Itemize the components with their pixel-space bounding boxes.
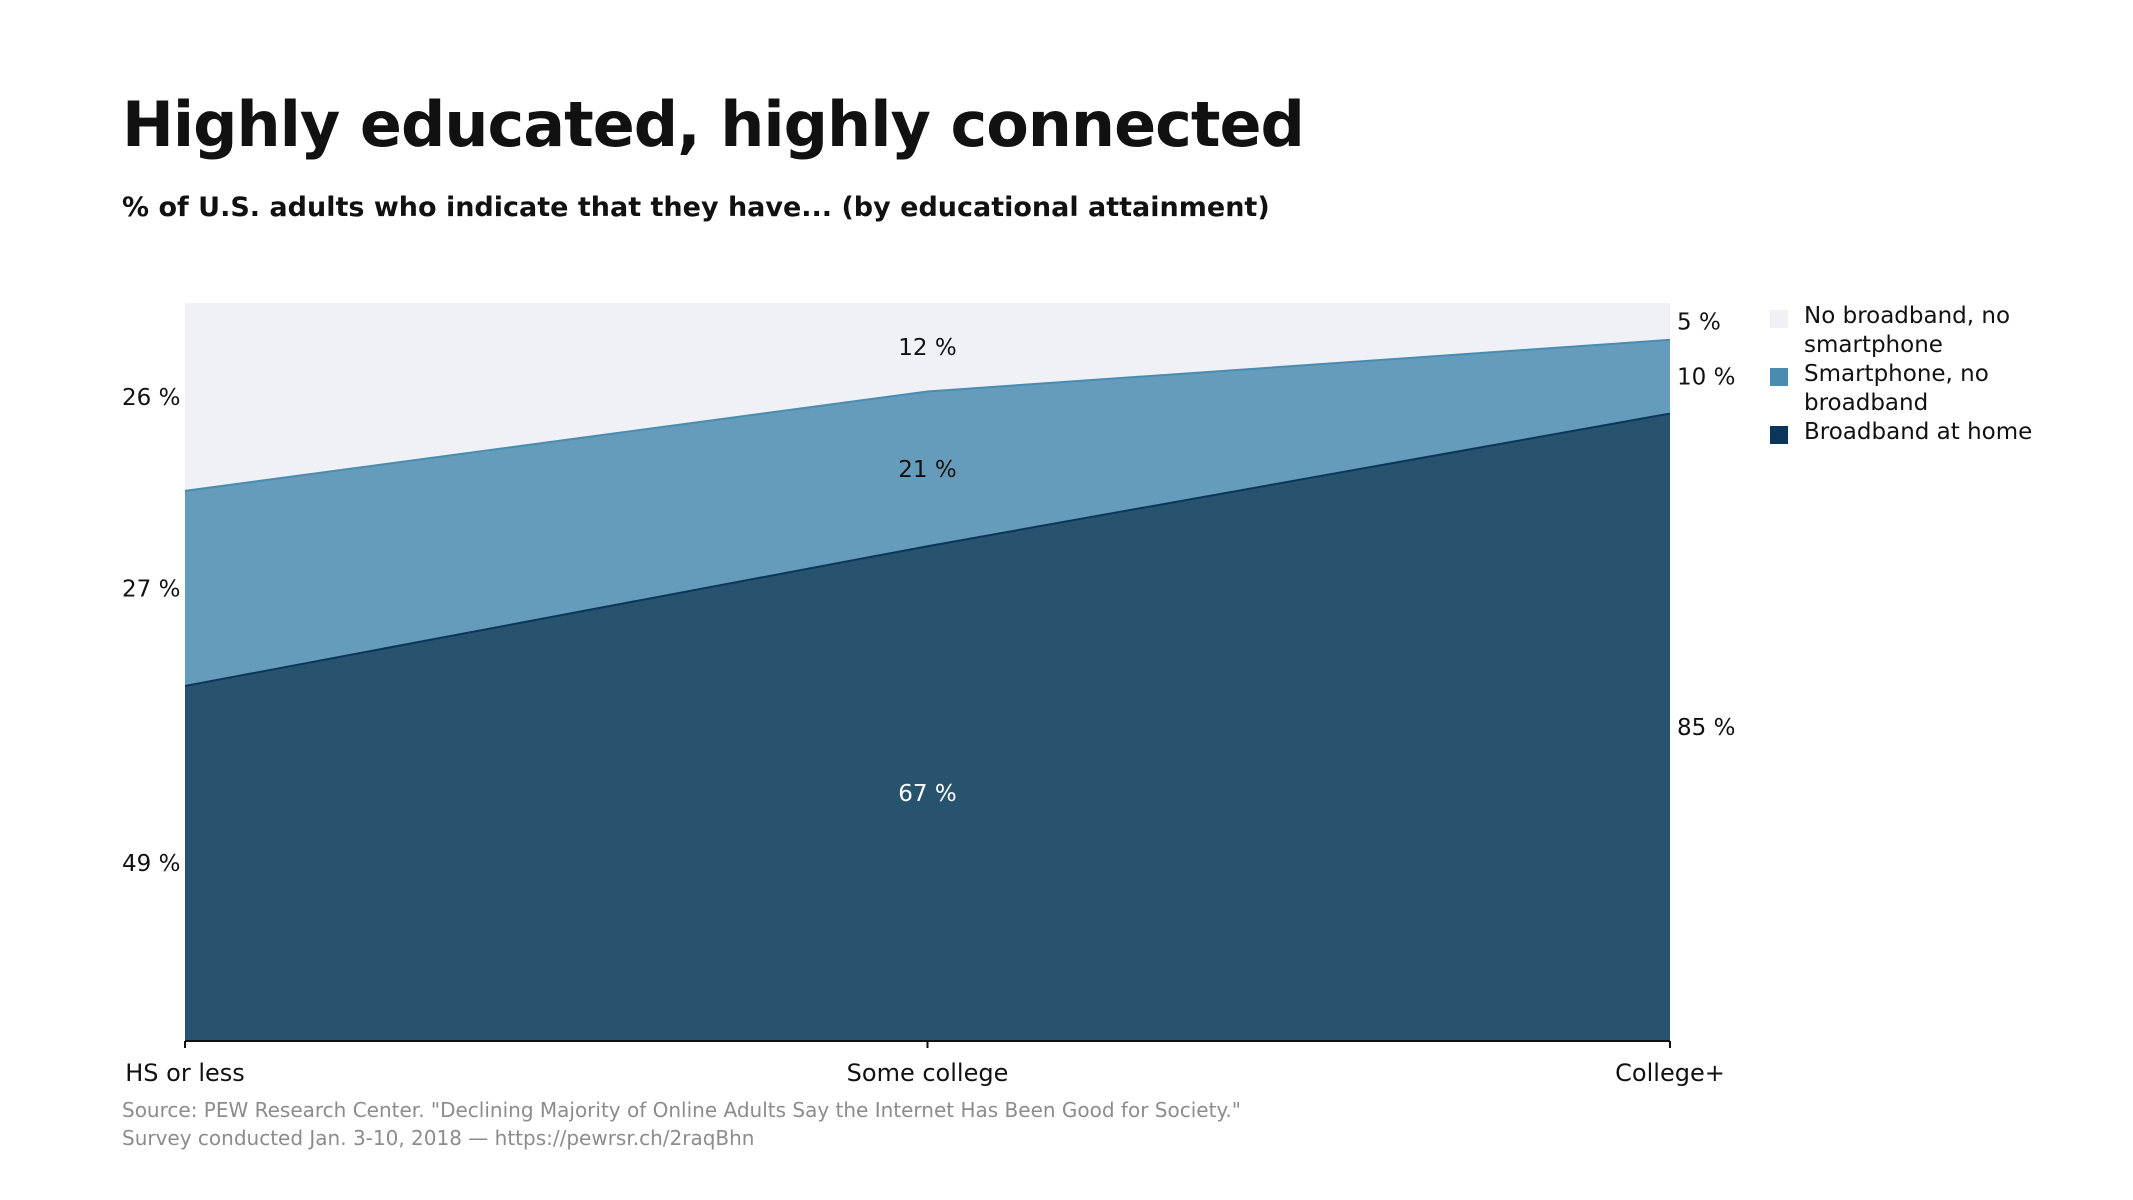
chart-title: Highly educated, highly connected xyxy=(122,88,1305,161)
area-no-broadband-no-smartphone xyxy=(185,303,1670,491)
legend-swatch xyxy=(1770,310,1788,328)
area-broadband-at-home xyxy=(185,413,1670,1040)
legend-swatch xyxy=(1770,426,1788,444)
value-label-smartphone-no-broadband: 27 % xyxy=(122,576,180,602)
value-label-no-broadband-no-smartphone: 12 % xyxy=(898,335,956,361)
legend-item-smartphone-no-broadband: Smartphone, no broadband xyxy=(1770,360,2070,418)
survey-line: Survey conducted Jan. 3-10, 2018 — https… xyxy=(122,1126,755,1150)
legend: No broadband, no smartphone Smartphone, … xyxy=(1770,302,2070,447)
legend-swatch xyxy=(1770,368,1788,386)
value-label-broadband-at-home: 85 % xyxy=(1677,715,1735,741)
value-label-broadband-at-home: 67 % xyxy=(898,781,956,807)
x-tick-label: HS or less xyxy=(125,1059,245,1087)
legend-item-no-broadband-no-smartphone: No broadband, no smartphone xyxy=(1770,302,2070,360)
x-tick-label: Some college xyxy=(847,1059,1009,1087)
value-label-smartphone-no-broadband: 10 % xyxy=(1677,365,1735,391)
legend-item-broadband-at-home: Broadband at home xyxy=(1770,418,2070,447)
value-label-no-broadband-no-smartphone: 5 % xyxy=(1677,309,1721,335)
area-smartphone-no-broadband xyxy=(185,339,1670,686)
legend-label: Broadband at home xyxy=(1804,419,2033,445)
legend-label: No broadband, no smartphone xyxy=(1804,303,2011,358)
value-label-no-broadband-no-smartphone: 26 % xyxy=(122,385,180,411)
x-axis-ticks: HS or less Some college College+ xyxy=(125,1041,1725,1087)
x-tick-label: College+ xyxy=(1615,1059,1725,1087)
source-line: Source: PEW Research Center. "Declining … xyxy=(122,1098,1241,1122)
value-label-smartphone-no-broadband: 21 % xyxy=(898,457,956,483)
legend-label: Smartphone, no broadband xyxy=(1804,361,1989,416)
boundary-line-smartphone-no-broadband xyxy=(184,338,1671,492)
boundary-line-broadband-at-home xyxy=(184,412,1671,687)
area-layer xyxy=(185,303,1670,1040)
value-label-broadband-at-home: 49 % xyxy=(122,851,180,877)
value-label-layer: 49 % 67 % 85 % 27 % 21 % 10 % 26 % 12 % 5 % xyxy=(122,309,1735,877)
boundary-line-layer xyxy=(184,338,1671,687)
chart-subtitle: % of U.S. adults who indicate that they … xyxy=(122,192,1270,223)
source-note: Source: PEW Research Center. "Declining … xyxy=(122,1096,1241,1152)
